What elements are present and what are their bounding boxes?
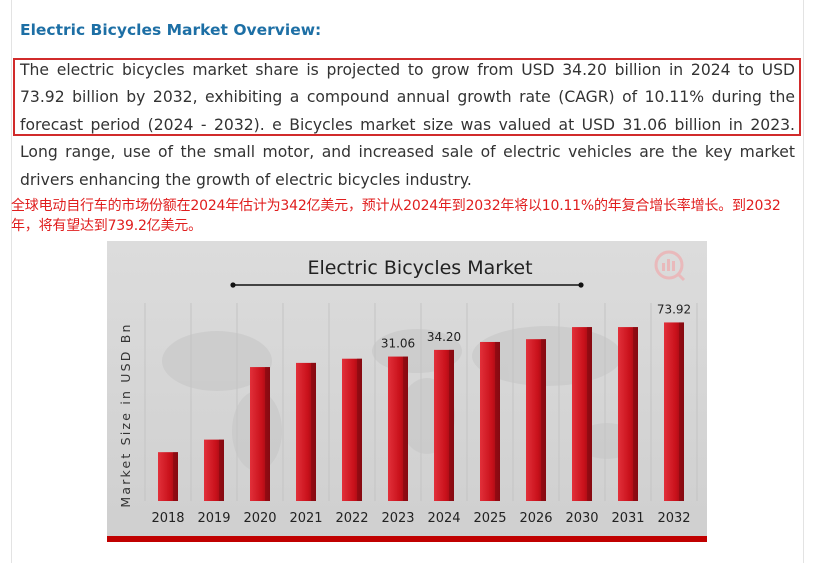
x-tick-2022: 2022 (335, 511, 368, 526)
translation-note: 全球电动自行车的市场份额在2024年估计为342亿美元，预计从2024年到203… (11, 198, 781, 234)
x-tick-2023: 2023 (381, 511, 414, 526)
bar-2020 (250, 367, 270, 501)
bar-2018 (158, 452, 178, 501)
bar-2030 (572, 327, 592, 501)
x-tick-2025: 2025 (473, 511, 506, 526)
bar-2022 (342, 358, 362, 501)
x-tick-2021: 2021 (289, 511, 322, 526)
bar-2019 (204, 439, 224, 501)
bar-2026 (526, 339, 546, 501)
data-label-2024: 34.20 (427, 330, 461, 344)
x-tick-2020: 2020 (243, 511, 276, 526)
bar-2032 (664, 322, 684, 501)
bars (158, 322, 684, 501)
bar-2021 (296, 362, 316, 501)
x-tick-2024: 2024 (427, 511, 460, 526)
x-tick-2030: 2030 (565, 511, 598, 526)
data-labels: 31.06 34.20 73.92 (381, 302, 691, 350)
bar-2025 (480, 341, 500, 501)
data-label-2032: 73.92 (657, 302, 691, 316)
chart-title: Electric Bicycles Market (307, 257, 532, 279)
bar-2024 (434, 349, 454, 501)
highlight-box (13, 58, 801, 136)
market-chart: Electric Bicycles Market Market Size in … (107, 241, 707, 542)
x-tick-2032: 2032 (657, 511, 690, 526)
x-tick-2018: 2018 (151, 511, 184, 526)
y-axis-label: Market Size in USD Bn (118, 322, 133, 507)
x-tick-2031: 2031 (611, 511, 644, 526)
x-tick-2019: 2019 (197, 511, 230, 526)
chart-svg: Electric Bicycles Market Market Size in … (107, 241, 707, 542)
x-tick-labels: 2018 2019 2020 2021 2022 2023 2024 2025 2026 2030… (151, 511, 690, 526)
accent-bar (107, 536, 707, 542)
gridlines (144, 303, 698, 501)
title-underline (230, 282, 584, 288)
logo-icon (654, 250, 686, 282)
data-label-2023: 31.06 (381, 337, 415, 351)
x-tick-2026: 2026 (519, 511, 552, 526)
overview-paragraph: The electric bicycles market share is pr… (20, 61, 795, 189)
bar-2031 (618, 327, 638, 501)
bar-2023 (388, 356, 408, 501)
section-heading: Electric Bicycles Market Overview: (20, 21, 322, 39)
